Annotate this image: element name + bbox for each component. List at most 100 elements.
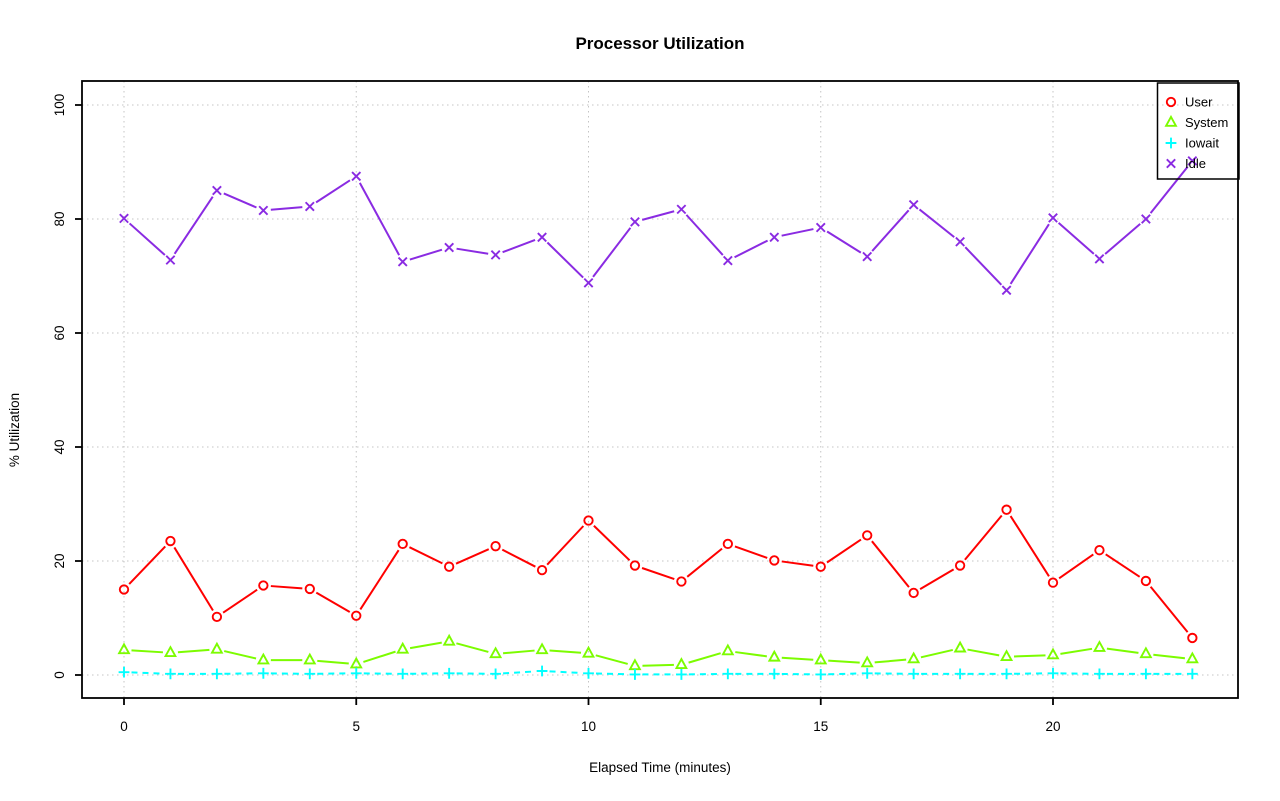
data-point-marker [862, 251, 873, 262]
series-line-segment [1149, 166, 1189, 214]
legend-triangle-icon [1164, 114, 1178, 127]
data-point-marker [954, 560, 966, 571]
series-line-segment [871, 540, 910, 588]
series-line-segment [592, 227, 632, 278]
data-point-marker [443, 561, 455, 572]
data-point-marker [1047, 577, 1059, 588]
series-user [118, 504, 1198, 644]
data-point-marker [163, 645, 177, 658]
data-point-marker [722, 538, 733, 550]
legend-label: Iowait [1185, 136, 1219, 151]
series-line-segment [317, 659, 349, 665]
legend-circle-icon [1165, 96, 1177, 108]
series-line-segment [919, 568, 955, 590]
legend-item-system: System [1164, 114, 1228, 130]
data-point-marker [118, 584, 130, 595]
data-point-marker [769, 232, 780, 243]
legend: User System Iowait Idle [1156, 82, 1240, 180]
data-point-marker [351, 610, 362, 621]
data-point-marker [955, 236, 965, 247]
series-line-segment [177, 648, 210, 654]
series-line-segment [455, 548, 490, 565]
data-point-marker [908, 587, 919, 599]
series-line-segment [363, 650, 396, 663]
data-point-marker [351, 171, 362, 182]
data-point-marker [490, 541, 501, 552]
data-point-marker [119, 213, 129, 224]
series-line-segment [828, 672, 860, 676]
data-point-marker [165, 535, 176, 547]
data-point-marker [257, 667, 269, 679]
data-point-marker [1001, 668, 1012, 680]
series-line-segment [826, 230, 862, 254]
data-point-marker [210, 641, 224, 654]
data-point-marker [396, 641, 410, 654]
y-tick-label: 20 [52, 553, 67, 568]
series-line-segment [920, 648, 954, 659]
series-line-segment [1149, 586, 1189, 633]
series-line-segment [128, 545, 166, 585]
data-point-marker [862, 530, 873, 541]
data-point-marker [1141, 214, 1151, 224]
data-point-marker [537, 232, 547, 243]
data-point-marker [397, 256, 408, 267]
plot-box [81, 80, 1239, 699]
series-line-segment [964, 514, 1003, 561]
data-point-marker [1048, 212, 1058, 223]
data-point-marker [581, 645, 596, 658]
chart-title: Processor Utilization [575, 34, 744, 53]
data-point-marker [397, 538, 408, 550]
data-point-marker [212, 185, 222, 196]
data-point-marker [397, 668, 409, 680]
series-line-segment [1106, 647, 1139, 654]
data-point-marker [535, 642, 549, 655]
legend-label: User [1185, 95, 1213, 110]
data-point-marker [815, 669, 827, 680]
data-point-marker [1001, 285, 1012, 296]
data-point-marker [1092, 640, 1106, 652]
series-line-segment [1009, 223, 1050, 285]
data-point-marker [350, 667, 362, 679]
series-line-segment [826, 538, 862, 564]
data-point-marker [1094, 668, 1105, 680]
series-line-segment [173, 546, 214, 611]
series-line-segment [502, 238, 536, 254]
data-point-marker [767, 649, 781, 662]
series-line-segment [270, 585, 303, 590]
series-line-segment [223, 192, 257, 209]
data-point-marker [860, 655, 874, 668]
series-line-segment [128, 222, 166, 256]
data-point-marker [815, 561, 826, 572]
data-point-marker [304, 668, 316, 680]
series-line-segment [918, 208, 955, 238]
data-point-marker [443, 667, 455, 679]
legend-item-idle: Idle [1166, 156, 1206, 171]
series-line-segment [1153, 653, 1186, 660]
data-point-marker [583, 667, 594, 679]
series-line-segment [456, 247, 489, 255]
data-point-marker [1187, 155, 1198, 166]
data-point-marker [165, 255, 176, 265]
series-line-segment [456, 642, 489, 653]
series-line-segment [503, 670, 535, 675]
data-point-marker [304, 583, 315, 595]
series-line-segment [734, 545, 768, 559]
y-tick-label: 100 [52, 94, 67, 117]
series-line-segment [593, 525, 631, 562]
data-point-marker [1094, 254, 1105, 264]
series-line-segment [315, 179, 351, 204]
y-tick-label: 80 [52, 211, 67, 226]
x-tick-label: 5 [352, 719, 360, 734]
data-point-marker [258, 580, 269, 591]
series-line-segment [781, 228, 814, 237]
series-line-segment [359, 549, 400, 610]
series-line-segment [734, 239, 769, 259]
data-point-marker [256, 652, 270, 665]
legend-item-user: User [1165, 95, 1213, 110]
data-point-marker [211, 611, 223, 623]
series-line-segment [408, 546, 443, 565]
series-line-segment [964, 246, 1003, 286]
series-line-segment [1104, 223, 1141, 255]
